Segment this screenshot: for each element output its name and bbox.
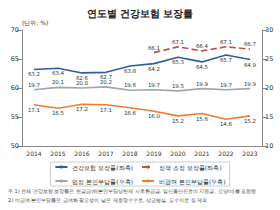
svg-text:(단위: %): (단위: %) [22,19,48,26]
svg-text:주 1) 전체 건강보험 보장률은 현금급여(본인부담상한제: 주 1) 전체 건강보험 보장률은 현금급여(본인부담상한제 사후환급금, 임신… [8,188,256,194]
svg-text:14.6: 14.6 [220,121,233,127]
svg-text:19.7: 19.7 [28,82,41,88]
svg-text:66.7: 66.7 [244,41,257,47]
svg-text:15.6: 15.6 [196,116,209,122]
svg-text:30: 30 [265,26,273,34]
svg-text:2019: 2019 [146,150,161,157]
svg-text:17.2: 17.2 [76,106,88,112]
svg-text:20.0: 20.0 [76,80,89,86]
svg-text:64.2: 64.2 [148,66,160,72]
svg-text:2014: 2014 [26,150,41,157]
svg-text:16.5: 16.5 [52,110,65,116]
svg-text:65.7: 65.7 [220,57,233,63]
svg-text:2023: 2023 [242,150,257,157]
svg-text:64.9: 64.9 [244,62,257,68]
svg-text:16.0: 16.0 [148,113,161,119]
svg-text:2022: 2022 [218,150,233,157]
svg-text:2020: 2020 [170,150,185,157]
svg-text:63.4: 63.4 [52,70,65,76]
svg-text:55: 55 [11,113,19,121]
svg-text:15.2: 15.2 [244,118,256,124]
svg-text:건강보험 보장률(좌축): 건강보험 보장률(좌축) [72,164,133,171]
svg-text:법정 본인부담률(우축): 법정 본인부담률(우축) [72,178,133,185]
svg-text:2018: 2018 [122,150,137,157]
svg-text:19.5: 19.5 [172,83,185,89]
svg-text:19.7: 19.7 [148,82,161,88]
svg-text:67.1: 67.1 [172,39,184,45]
svg-text:2016: 2016 [74,150,89,157]
svg-text:50: 50 [11,142,19,150]
svg-text:19.7: 19.7 [220,82,233,88]
svg-text:70: 70 [11,26,19,34]
svg-text:25: 25 [265,55,273,63]
svg-text:2015: 2015 [50,150,65,157]
svg-text:66.1: 66.1 [148,45,160,51]
svg-text:19.9: 19.9 [244,81,257,87]
svg-text:60: 60 [11,84,19,92]
svg-text:2021: 2021 [194,150,209,157]
svg-text:67.1: 67.1 [220,39,232,45]
svg-text:19.9: 19.9 [196,81,209,87]
svg-text:64.5: 64.5 [196,64,209,70]
svg-text:17.1: 17.1 [100,107,112,113]
svg-text:비급여 본인부담률(우축): 비급여 본인부담률(우축) [159,178,226,185]
svg-text:정책 조정 보장률(좌축): 정책 조정 보장률(좌축) [159,164,222,171]
svg-text:20.1: 20.1 [52,79,64,85]
svg-text:62.7: 62.7 [99,74,113,81]
svg-text:15: 15 [265,113,273,121]
svg-text:10: 10 [265,142,273,150]
svg-text:20: 20 [265,84,273,92]
svg-text:15.2: 15.2 [172,118,184,124]
svg-text:66.4: 66.4 [196,43,209,49]
svg-text:16.6: 16.6 [124,110,137,116]
svg-text:2) 비급여 본인부담률은 급여화 필요성이 낮은 제증명수: 2) 비급여 본인부담률은 급여화 필요성이 낮은 제증명수수료, 상급병실, … [8,197,207,203]
svg-text:17.1: 17.1 [28,107,40,113]
svg-text:2017: 2017 [98,150,113,157]
svg-text:19.6: 19.6 [124,82,137,88]
svg-text:63.8: 63.8 [124,68,137,74]
svg-text:62.6: 62.6 [75,74,89,81]
svg-text:20.2: 20.2 [100,79,112,85]
svg-text:65.3: 65.3 [172,59,185,65]
svg-text:63.2: 63.2 [28,71,40,77]
svg-text:연도별 건강보험 보장률: 연도별 건강보험 보장률 [87,8,194,19]
svg-text:65: 65 [11,55,19,63]
